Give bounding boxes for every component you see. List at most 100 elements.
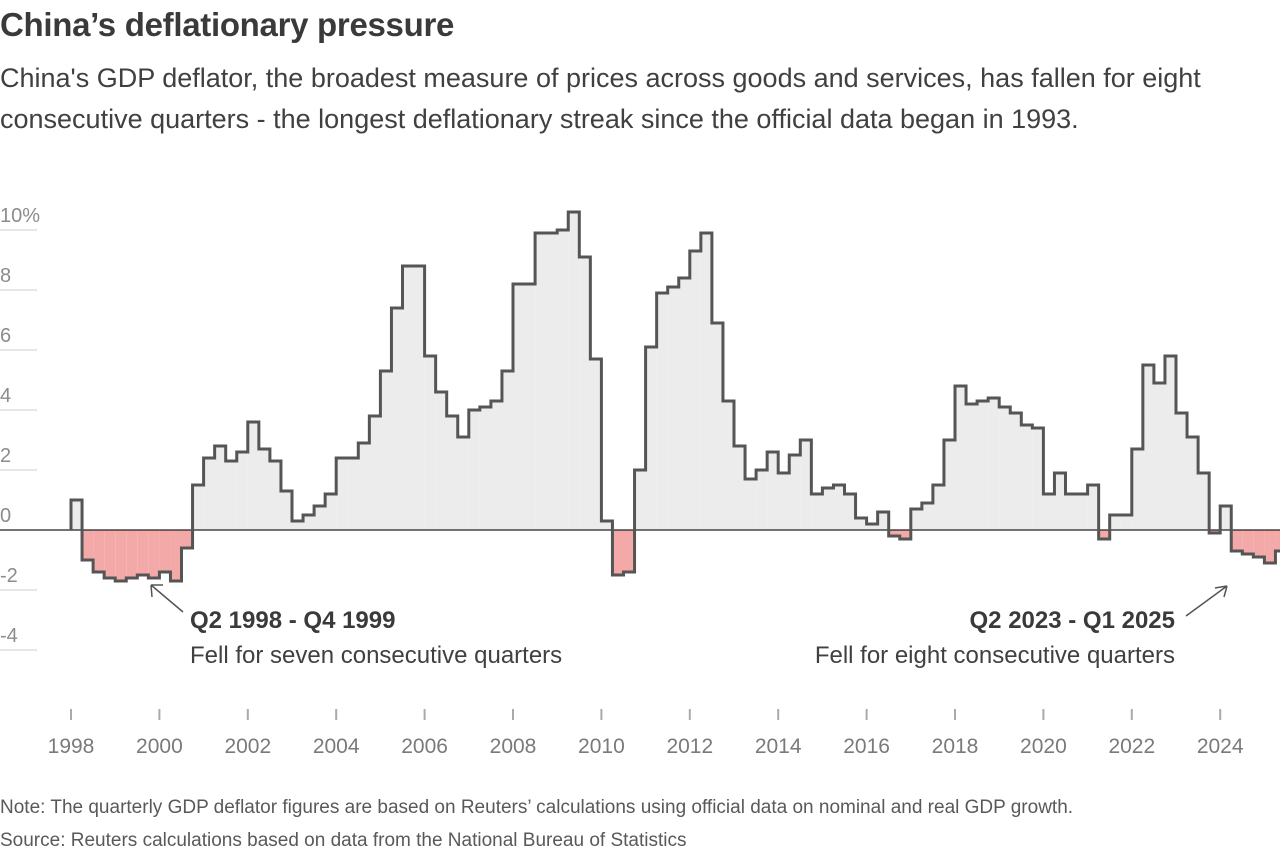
area-segment	[1010, 413, 1022, 530]
area-segment	[1142, 365, 1154, 530]
area-segment	[402, 266, 414, 530]
area-segment	[137, 530, 149, 575]
annotation-arrow-1998	[150, 584, 184, 613]
area-segment	[1264, 530, 1276, 563]
x-tick-label: 2006	[401, 735, 448, 758]
area-segment	[1054, 473, 1066, 530]
area-segment	[612, 530, 624, 575]
area-segment	[988, 398, 1000, 530]
y-tick-label: 10%	[0, 205, 40, 227]
area-segment	[546, 233, 558, 530]
area-segment	[634, 470, 646, 530]
area-segment	[336, 458, 348, 530]
area-segment	[767, 452, 779, 530]
area-segment	[82, 530, 94, 560]
area-segment	[568, 212, 580, 530]
x-tick-label: 2024	[1197, 735, 1244, 758]
area-segment	[866, 524, 878, 530]
area-segment	[126, 530, 138, 578]
area-segment	[1076, 494, 1088, 530]
area-segment	[910, 509, 922, 530]
area-segment	[369, 416, 381, 530]
page-subtitle: China's GDP deflator, the broadest measu…	[0, 63, 1201, 134]
area-segment	[1187, 437, 1199, 530]
y-tick-label: 4	[0, 385, 11, 407]
area-segment	[645, 347, 657, 530]
area-segment	[435, 392, 447, 530]
area-segment	[943, 440, 955, 530]
annotation-text-2023: Fell for eight consecutive quarters	[815, 642, 1175, 669]
area-segment	[1043, 494, 1055, 530]
area-segment	[490, 401, 502, 530]
area-segment	[1220, 506, 1232, 530]
area-segment	[745, 479, 757, 530]
x-tick-label: 1998	[48, 735, 95, 758]
annotation-text-1998: Fell for seven consecutive quarters	[190, 642, 562, 669]
area-segment	[457, 437, 469, 530]
area-segment	[778, 473, 790, 530]
footnote: Note: The quarterly GDP deflator figures…	[0, 797, 1074, 818]
area-segment	[1164, 356, 1176, 530]
area-segment	[1153, 383, 1165, 530]
y-tick-label: 0	[0, 505, 11, 527]
x-tick-label: 2018	[932, 735, 979, 758]
area-segment	[700, 233, 712, 530]
area-segment	[225, 461, 237, 530]
area-segment	[258, 449, 270, 530]
area-segment	[1231, 530, 1243, 551]
area-segment	[159, 530, 171, 572]
area-segment	[844, 494, 856, 530]
area-segment	[1065, 494, 1077, 530]
x-axis: 1998 2000 2002 2004 2006 2008 2010 2012 2014 2016…	[48, 709, 1244, 758]
x-tick-label: 2010	[578, 735, 625, 758]
series-line-group	[69, 210, 1280, 583]
area-segment	[667, 287, 679, 530]
x-tick-label: 2020	[1020, 735, 1067, 758]
area-segment	[347, 458, 359, 530]
area-segment	[391, 308, 403, 530]
area-segment	[1275, 530, 1280, 551]
area-segment	[966, 404, 978, 530]
area-segment	[358, 443, 370, 530]
x-tick-label: 2000	[136, 735, 183, 758]
area-segment	[557, 230, 569, 530]
area-segment	[501, 371, 513, 530]
area-segment	[711, 323, 723, 530]
area-segment	[756, 470, 768, 530]
area-segment	[524, 284, 536, 530]
annotations: Q2 1998 - Q4 1999 Fell for seven consecu…	[150, 584, 1228, 669]
area-segment	[148, 530, 160, 578]
area-segment	[269, 461, 281, 530]
area-segment	[280, 491, 292, 530]
area-segment	[1242, 530, 1254, 554]
area-segment	[104, 530, 116, 578]
y-tick-label: 2	[0, 445, 11, 467]
area-segment	[446, 416, 458, 530]
y-tick-label: -4	[0, 625, 18, 647]
area-segment	[181, 530, 193, 548]
annotation-arrow-2023	[1185, 585, 1228, 617]
area-segment	[1109, 515, 1121, 530]
area-segment	[1131, 449, 1143, 530]
area-segment	[236, 452, 248, 530]
area-segment	[1120, 515, 1132, 530]
x-tick-label: 2022	[1108, 735, 1155, 758]
area-segment	[1253, 530, 1265, 557]
x-tick-label: 2004	[313, 735, 360, 758]
area-segment	[380, 371, 392, 530]
area-segment	[579, 257, 591, 530]
area-segment	[170, 530, 182, 581]
area-segment	[314, 506, 326, 530]
y-tick-label: 6	[0, 325, 11, 347]
area-segment	[789, 455, 801, 530]
area-segment	[325, 494, 337, 530]
y-tick-label: 8	[0, 265, 11, 287]
area-segment	[424, 356, 436, 530]
area-segment	[1021, 425, 1033, 530]
area-segment	[888, 530, 900, 536]
area-segment	[93, 530, 105, 572]
area-segment	[977, 401, 989, 530]
area-segment	[115, 530, 127, 581]
source-line: Source: Reuters calculations based on da…	[0, 830, 687, 851]
